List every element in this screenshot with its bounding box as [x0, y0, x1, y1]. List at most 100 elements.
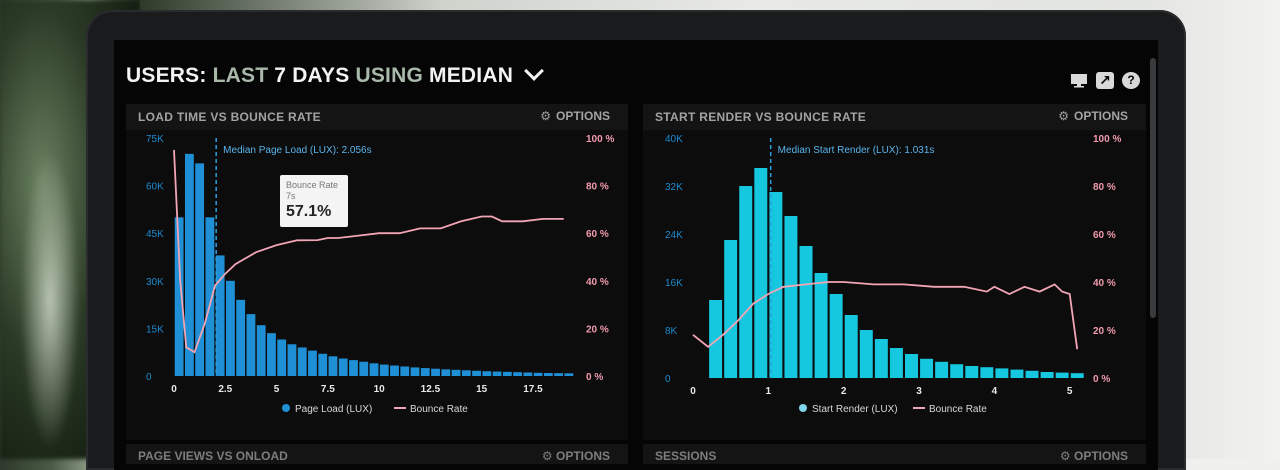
- y2-tick-label: 0 %: [1093, 374, 1110, 385]
- x-tick-label: 17.5: [523, 384, 543, 395]
- bar: [564, 373, 574, 376]
- y2-tick-label: 100 %: [586, 134, 614, 145]
- bar: [829, 294, 843, 378]
- scrollbar[interactable]: [1150, 58, 1156, 318]
- bar: [184, 153, 194, 376]
- bar: [461, 370, 471, 376]
- title-last: LAST: [212, 64, 269, 87]
- y-tick-label: 0: [665, 374, 671, 385]
- y-tick-label: 0: [146, 372, 152, 383]
- median-label: Median Start Render (LUX): 1.031s: [778, 145, 935, 156]
- options-button[interactable]: ⚙ OPTIONS: [541, 449, 610, 463]
- y2-tick-label: 60 %: [586, 229, 609, 240]
- panel-sessions: SESSIONS ⚙ OPTIONS: [643, 444, 1146, 464]
- panel-start-render: START RENDER VS BOUNCE RATE ⚙ OPTIONS 0 8K…: [643, 104, 1146, 440]
- bar: [328, 356, 338, 376]
- bar: [502, 371, 512, 376]
- title-users: USERS:: [126, 64, 207, 87]
- x-tick-label: 0: [690, 386, 696, 397]
- bar: [889, 348, 903, 378]
- bar: [965, 366, 979, 378]
- bar: [205, 217, 215, 376]
- bar: [1040, 372, 1054, 378]
- bar: [1025, 370, 1039, 378]
- legend-label: Start Render (LUX): [812, 404, 898, 415]
- y-tick-label: 40K: [665, 134, 683, 145]
- options-button[interactable]: ⚙ OPTIONS: [540, 109, 610, 123]
- bar: [226, 280, 235, 376]
- gear-icon: ⚙: [540, 109, 551, 123]
- bounce-rate-tooltip: Bounce Rate 7s 57.1%: [280, 175, 348, 227]
- bar: [905, 354, 918, 378]
- panel-title: LOAD TIME VS BOUNCE RATE: [138, 110, 321, 124]
- options-label: OPTIONS: [1073, 109, 1128, 123]
- panel-header: LOAD TIME VS BOUNCE RATE ⚙ OPTIONS: [126, 104, 628, 130]
- y-tick-label: 16K: [665, 278, 683, 289]
- x-tick-label: 7.5: [321, 384, 335, 395]
- bar: [369, 363, 379, 376]
- x-tick-label: 1: [766, 386, 772, 397]
- bar: [441, 369, 451, 376]
- bar: [543, 372, 553, 376]
- y-tick-label: 8K: [665, 326, 678, 337]
- bar: [523, 372, 533, 376]
- y2-tick-label: 100 %: [1093, 134, 1121, 145]
- bar: [390, 365, 399, 376]
- x-tick-label: 15: [476, 384, 488, 395]
- panel-title: SESSIONS: [655, 449, 717, 463]
- bar: [874, 339, 888, 378]
- bar: [1055, 372, 1069, 378]
- monitor-icon[interactable]: [1070, 72, 1088, 89]
- bar: [236, 299, 246, 376]
- bar: [739, 186, 753, 378]
- legend-label: Bounce Rate: [410, 404, 468, 415]
- bottom-panels: PAGE VIEWS VS ONLOAD ⚙ OPTIONS SESSIONS …: [126, 444, 1156, 464]
- bar: [754, 168, 768, 378]
- bar: [246, 314, 256, 376]
- bar: [277, 339, 287, 376]
- bar: [513, 372, 522, 376]
- bar: [1070, 373, 1084, 378]
- x-tick-label: 3: [916, 386, 922, 397]
- title-range: 7 DAYS: [274, 64, 350, 87]
- bar: [349, 360, 358, 376]
- share-icon[interactable]: ↗: [1096, 72, 1114, 89]
- bar: [420, 368, 430, 376]
- bounce-rate-line: [692, 281, 1079, 350]
- x-tick-label: 2.5: [218, 384, 232, 395]
- bar: [784, 216, 798, 378]
- panel-load-time: LOAD TIME VS BOUNCE RATE ⚙ OPTIONS 0 15K 30…: [126, 104, 628, 440]
- tooltip-series: Bounce Rate: [286, 180, 339, 190]
- bar: [859, 330, 873, 378]
- dashboard-title[interactable]: USERS: LAST 7 DAYS USING MEDIAN: [126, 61, 545, 88]
- y-tick-label: 15K: [146, 324, 164, 335]
- x-tick-label: 5: [274, 384, 280, 395]
- y2-tick-label: 40 %: [586, 277, 609, 288]
- y2-tick-label: 40 %: [1093, 278, 1116, 289]
- bar: [267, 333, 276, 376]
- options-label: OPTIONS: [1073, 449, 1128, 463]
- bar: [410, 367, 420, 376]
- y-tick-label: 45K: [146, 229, 164, 240]
- options-button[interactable]: ⚙ OPTIONS: [1059, 449, 1128, 463]
- bar: [554, 373, 564, 376]
- bar: [359, 361, 369, 376]
- bar: [995, 368, 1009, 378]
- start-render-chart: 0 8K 16K 24K 32K 40K 0 % 20 % 40 % 60 % 80 % 100 % 0…: [665, 134, 1121, 415]
- panel-header: START RENDER VS BOUNCE RATE ⚙ OPTIONS: [643, 104, 1146, 130]
- x-tick-label: 12.5: [421, 384, 441, 395]
- help-icon[interactable]: ?: [1122, 72, 1140, 89]
- y-tick-label: 32K: [665, 182, 683, 193]
- x-tick-label: 2: [841, 386, 847, 397]
- bar: [338, 358, 348, 376]
- gear-icon: ⚙: [1058, 109, 1069, 123]
- bar: [724, 240, 738, 378]
- options-button[interactable]: ⚙ OPTIONS: [1058, 109, 1128, 123]
- bar: [256, 325, 266, 376]
- chevron-down-icon[interactable]: [524, 61, 545, 81]
- y2-tick-label: 20 %: [1093, 326, 1116, 337]
- options-label: OPTIONS: [555, 449, 610, 463]
- bar: [950, 364, 964, 378]
- legend-label: Bounce Rate: [929, 404, 987, 415]
- y2-tick-label: 0 %: [586, 372, 603, 383]
